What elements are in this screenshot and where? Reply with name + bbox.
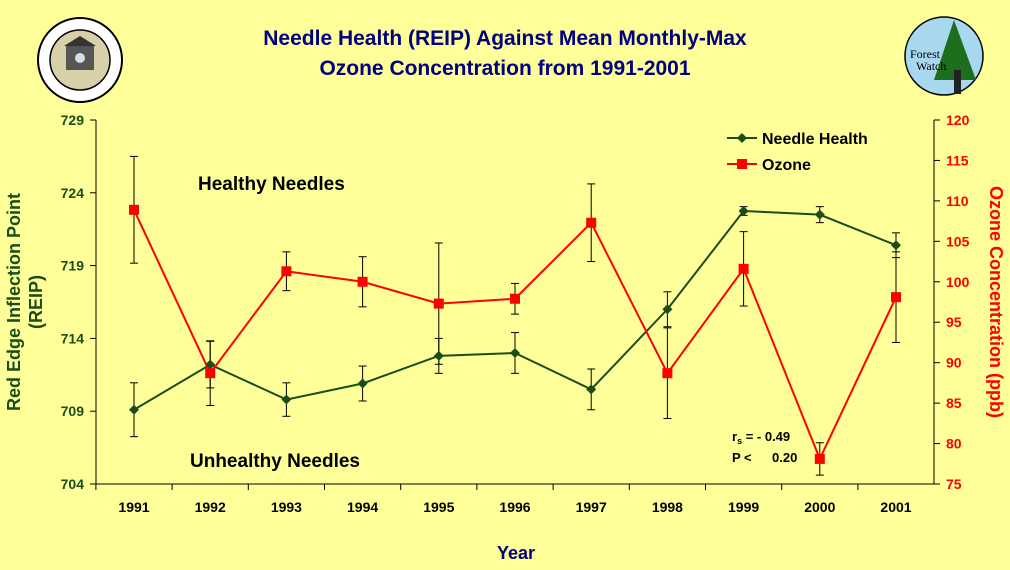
x-tick-label: 1997 xyxy=(576,499,607,515)
y-right-tick-label: 110 xyxy=(946,193,969,209)
unhealthy-needles-annotation: Unhealthy Needles xyxy=(190,451,360,472)
ozone-point xyxy=(129,204,139,215)
y-right-tick-label: 120 xyxy=(946,112,970,128)
y-right-tick-label: 105 xyxy=(946,233,970,249)
needle-health-point xyxy=(357,378,368,389)
forest-watch-logo-text: Forest Watch xyxy=(910,47,946,73)
y-left-tick-label: 719 xyxy=(61,258,85,274)
x-tick-label: 1995 xyxy=(423,499,454,515)
p-statistic: P <0.20 xyxy=(732,450,797,465)
x-tick-label: 1994 xyxy=(347,499,378,515)
needle-health-point xyxy=(129,404,139,415)
ozone-point xyxy=(891,292,901,303)
needle-health-point xyxy=(510,347,520,358)
ozone-point xyxy=(738,263,749,274)
ozone-point xyxy=(510,293,520,304)
x-tick-label: 1993 xyxy=(271,499,302,515)
x-tick-label: 1991 xyxy=(118,499,149,515)
y-left-tick-label: 704 xyxy=(61,476,85,492)
y-axis-right-label: Ozone Concentration (ppb) xyxy=(986,186,1006,418)
legend-needle-marker xyxy=(737,133,747,143)
legend-needle-label: Needle Health xyxy=(762,131,868,148)
x-tick-label: 2000 xyxy=(804,499,835,515)
y-left-tick-label: 724 xyxy=(61,185,85,201)
needle-health-point xyxy=(433,350,444,361)
needle-health-point xyxy=(586,384,597,395)
legend: Needle Health Ozone xyxy=(727,131,868,174)
x-tick-label: 1992 xyxy=(195,499,226,515)
y-right-tick-label: 75 xyxy=(946,476,962,492)
y-right-tick-label: 85 xyxy=(946,395,962,411)
legend-ozone-label: Ozone xyxy=(762,157,811,174)
ozone-point xyxy=(662,368,673,379)
y-right-tick-label: 95 xyxy=(946,314,962,330)
forest-watch-logo: Forest Watch xyxy=(904,16,984,96)
y-left-tick-label: 714 xyxy=(61,330,85,346)
chart-title-line-1: Needle Health (REIP) Against Mean Monthl… xyxy=(263,27,747,50)
y-right-tick-label: 100 xyxy=(946,274,970,290)
needle-health-point xyxy=(205,359,216,370)
y-axis-left-label-line-2: (REIP) xyxy=(26,275,46,329)
x-tick-label: 1998 xyxy=(652,499,683,515)
ozone-point xyxy=(357,276,368,287)
ozone-point xyxy=(814,453,825,464)
y-right-tick-label: 90 xyxy=(946,355,962,371)
ozone-point xyxy=(281,266,292,277)
x-tick-label: 1996 xyxy=(499,499,530,515)
needle-health-point xyxy=(738,206,749,216)
x-tick-label: 2001 xyxy=(880,499,911,515)
x-tick-label: 1999 xyxy=(728,499,759,515)
ozone-point xyxy=(205,368,216,379)
needle-health-point xyxy=(281,394,292,405)
y-left-tick-label: 729 xyxy=(61,112,85,128)
ozone-point xyxy=(433,298,444,309)
y-left-tick-label: 709 xyxy=(61,403,85,419)
y-right-tick-label: 115 xyxy=(946,152,969,168)
y-axis-left-label-line-1: Red Edge Inflection Point xyxy=(4,193,24,411)
legend-ozone-marker xyxy=(737,159,747,169)
x-axis-label: Year xyxy=(497,543,535,563)
y-right-tick-label: 80 xyxy=(946,436,962,452)
healthy-needles-annotation: Healthy Needles xyxy=(198,174,345,195)
chart-title-line-2: Ozone Concentration from 1991-2001 xyxy=(319,57,690,80)
rs-statistic: rs = - 0.49 xyxy=(732,429,790,446)
unh-seal-logo xyxy=(37,17,123,103)
needle-health-point xyxy=(662,304,673,315)
needle-health-point xyxy=(814,209,825,220)
needle-health-point xyxy=(891,240,901,251)
ozone-point xyxy=(586,217,597,228)
